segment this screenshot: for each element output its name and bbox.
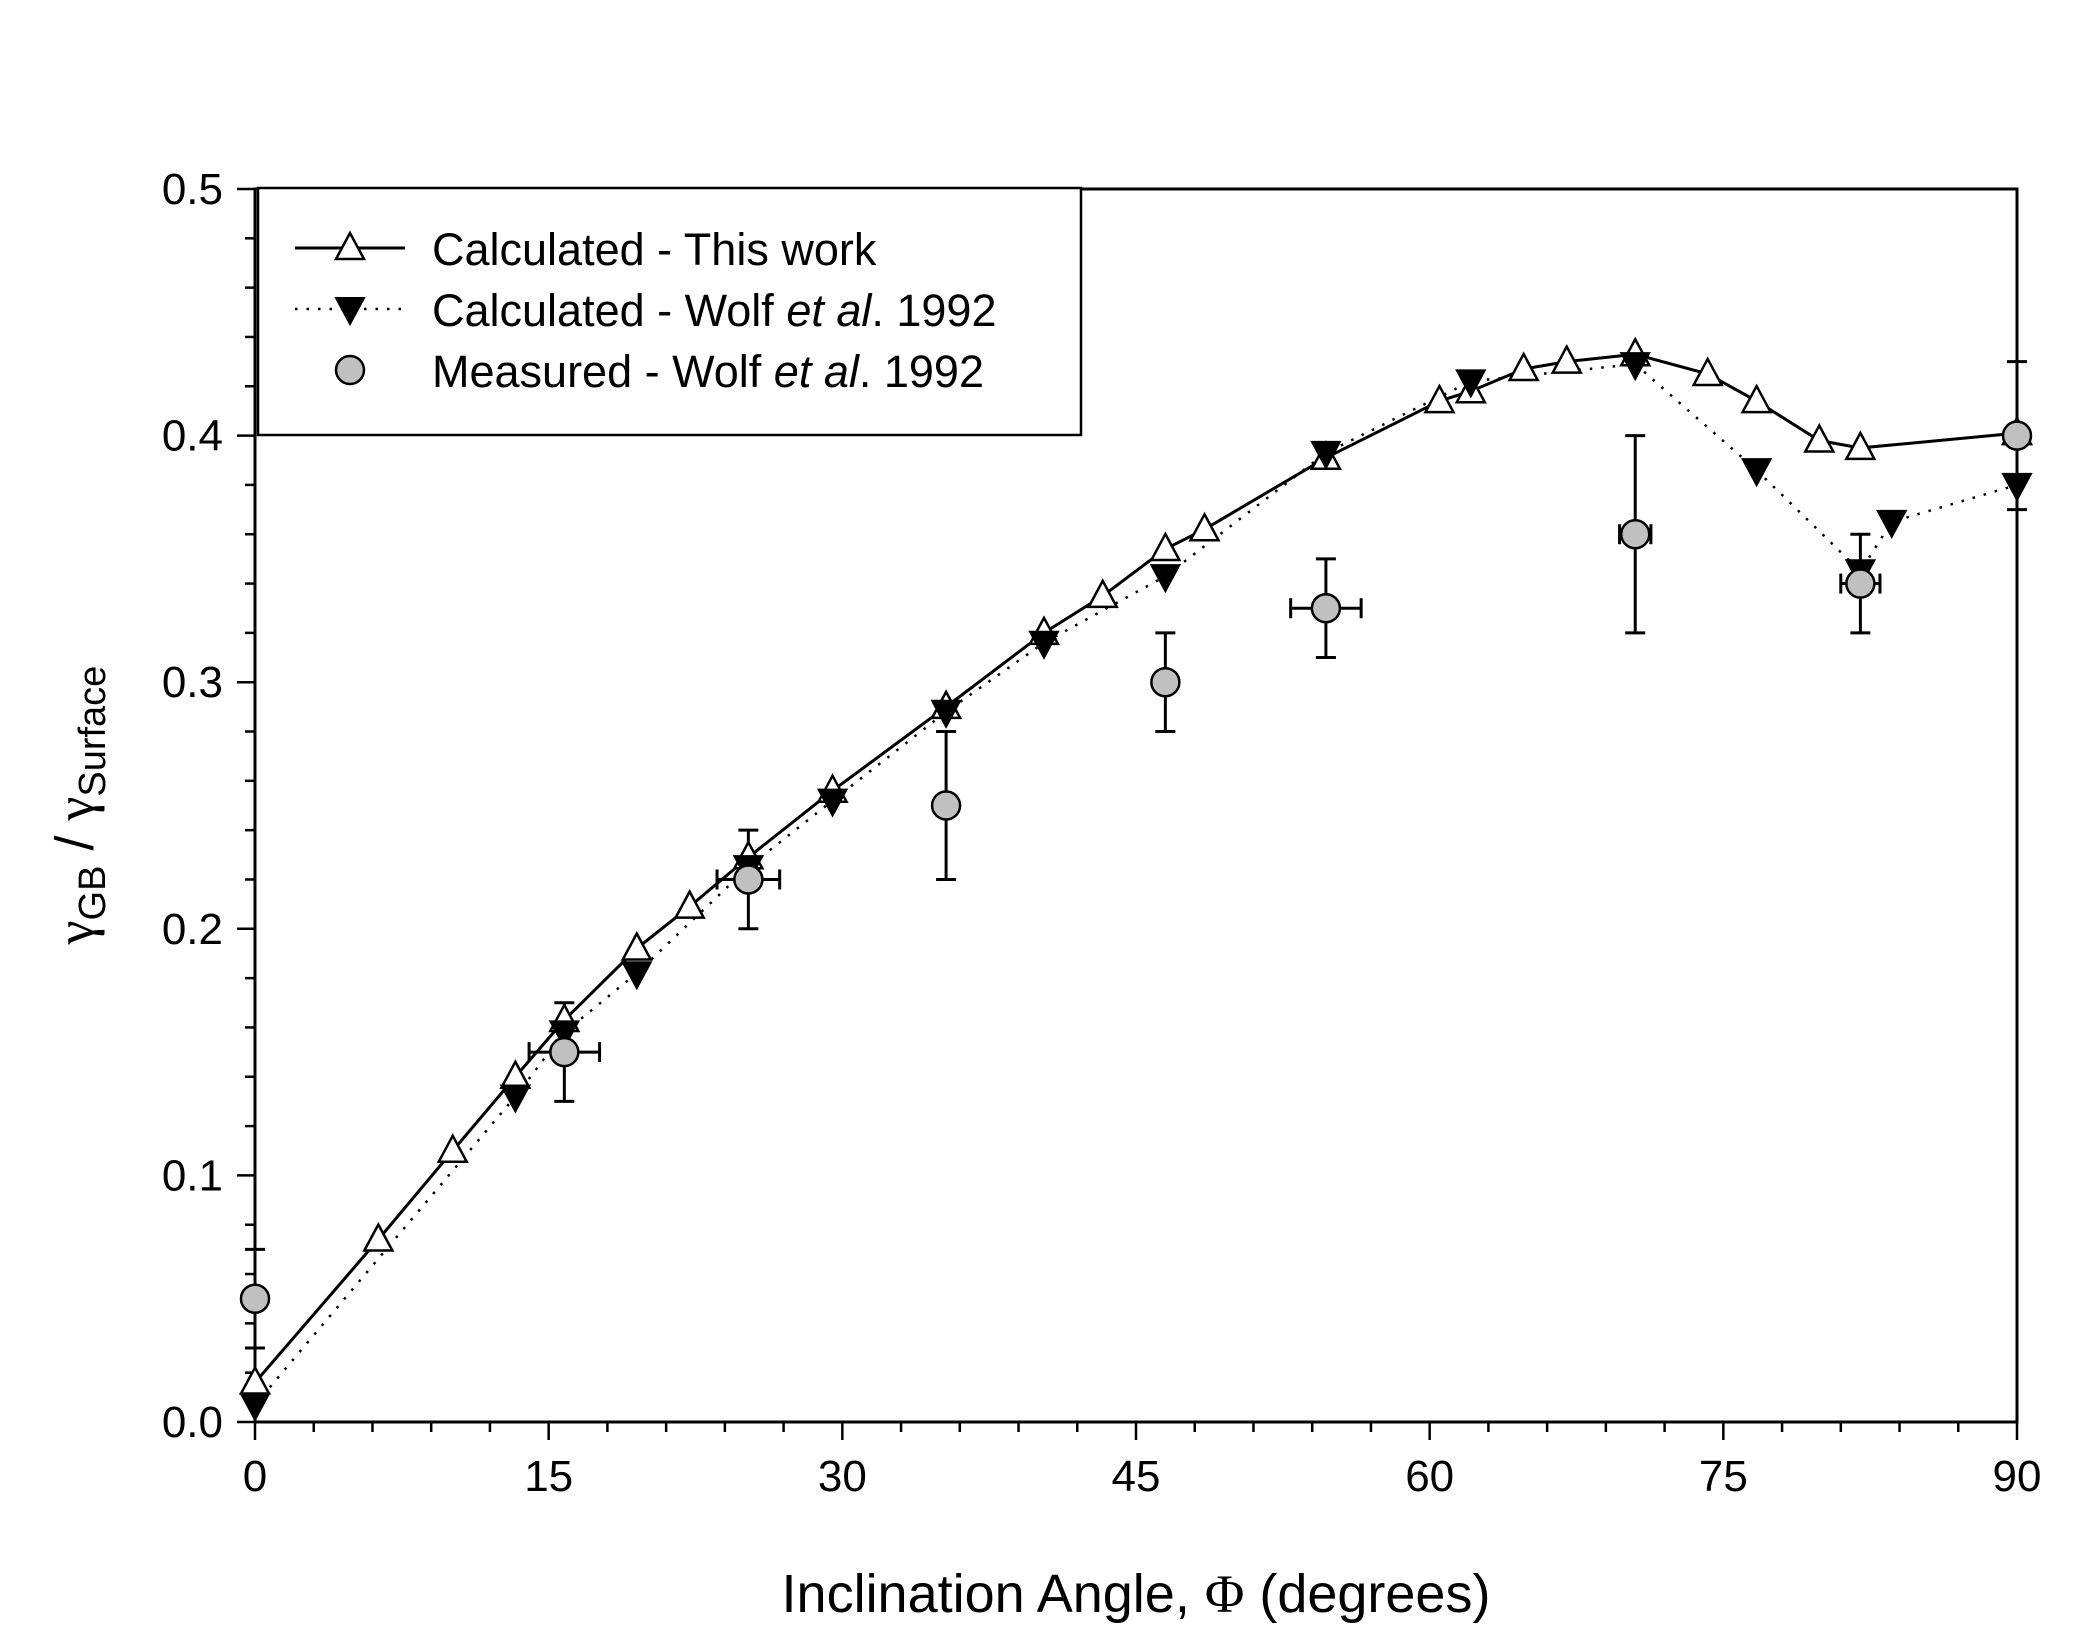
legend-samples <box>295 230 405 386</box>
series-line-0 <box>253 352 2018 1384</box>
data-point-s0-5 <box>620 930 653 961</box>
data-point-s1-1 <box>499 1084 532 1114</box>
data-point-s0-12 <box>1149 531 1182 562</box>
data-point-s1-11 <box>1619 352 1651 382</box>
legend: Calculated - This work Calculated - Wolf… <box>256 186 1083 437</box>
data-point-s2-4 <box>1150 666 1181 698</box>
data-point-s2-5 <box>1310 592 1342 624</box>
data-point-s0-13 <box>1188 511 1221 542</box>
data-point-s2-7 <box>1845 568 1876 599</box>
x-tick-label: 45 <box>1112 1452 1161 1501</box>
data-point-s0-18 <box>1550 343 1583 374</box>
y-axis-title: γGB / γSurface <box>45 666 114 946</box>
y-tick-label: 0.1 <box>162 1151 223 1200</box>
data-point-s1-10 <box>1455 369 1487 399</box>
x-tick-label: 60 <box>1405 1452 1454 1501</box>
legend-label-2: Measured - Wolf et al. 1992 <box>432 346 984 397</box>
data-point-s2-0 <box>239 1283 271 1314</box>
series-lines <box>253 352 2018 1406</box>
data-point-s0-6 <box>673 888 706 919</box>
x-tick-label: 0 <box>243 1452 267 1501</box>
data-point-s2-1 <box>549 1036 580 1068</box>
axis-ticks: 0 15 30 45 60 75 90 0.0 0.1 0.2 0.3 0.4 0.5 <box>162 165 2042 1501</box>
x-tick-label: 90 <box>1993 1452 2042 1501</box>
legend-label-0: Calculated - This work <box>432 224 877 275</box>
data-point-s0-15 <box>1423 383 1456 414</box>
x-tick-label: 15 <box>524 1452 573 1501</box>
data-point-s0-22 <box>1803 422 1836 453</box>
data-point-s0-11 <box>1086 578 1119 609</box>
data-point-s1-12 <box>1740 458 1773 488</box>
data-point-s1-9 <box>1310 440 1342 470</box>
data-point-s0-21 <box>1740 383 1773 414</box>
x-axis-title: Inclination Angle, Φ (degrees) <box>782 1564 1491 1624</box>
data-point-s0-17 <box>1507 351 1540 382</box>
data-point-s1-0 <box>239 1392 271 1422</box>
data-point-s0-2 <box>436 1133 469 1163</box>
data-point-s1-5 <box>816 788 849 818</box>
y-tick-label: 0.2 <box>162 905 223 954</box>
y-tick-label: 0.3 <box>162 658 223 707</box>
error-bars <box>243 360 2027 1350</box>
data-point-s1-6 <box>930 699 962 729</box>
legend-marker-2 <box>334 354 366 386</box>
data-point-s1-7 <box>1028 630 1060 660</box>
legend-box <box>256 186 1083 437</box>
data-point-s1-15 <box>2001 472 2033 503</box>
y-tick-label: 0.5 <box>162 165 223 214</box>
x-tick-label: 75 <box>1699 1452 1748 1501</box>
data-point-s0-1 <box>362 1221 395 1252</box>
data-point-s2-3 <box>930 790 962 821</box>
data-point-s1-2 <box>548 1020 581 1050</box>
y-tick-label: 0.4 <box>162 412 223 461</box>
series-line-1 <box>254 362 2018 1406</box>
y-tick-label: 0.0 <box>162 1398 223 1447</box>
legend-marker-0 <box>333 230 367 261</box>
data-point-s0-20 <box>1691 356 1724 387</box>
legend-label-1: Calculated - Wolf et al. 1992 <box>432 285 997 336</box>
x-tick-label: 30 <box>818 1452 867 1501</box>
legend-marker-1 <box>334 297 366 327</box>
data-markers <box>238 336 2034 1422</box>
data-point-s0-23 <box>1844 430 1877 461</box>
data-point-s2-6 <box>1619 518 1651 550</box>
data-point-s2-2 <box>733 864 764 895</box>
data-point-s2-8 <box>2001 420 2033 451</box>
data-point-s1-14 <box>1876 509 1908 540</box>
data-point-s1-3 <box>621 961 653 991</box>
data-point-s1-8 <box>1149 564 1182 594</box>
